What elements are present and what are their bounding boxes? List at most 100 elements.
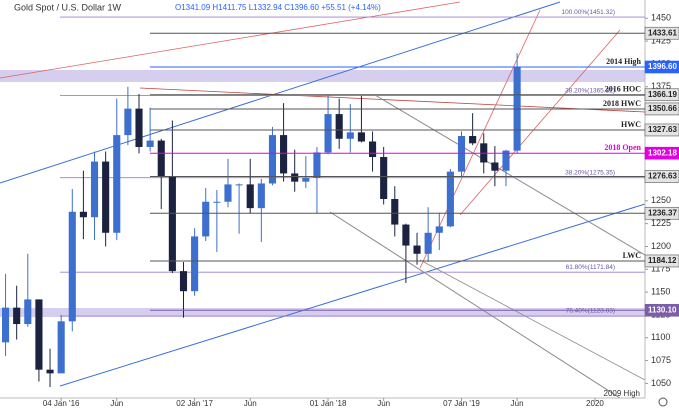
fib-label: 38.20%(1365.32) (565, 87, 615, 94)
candle-body (469, 136, 477, 144)
candle-body (202, 201, 210, 237)
candle-body (79, 211, 87, 218)
candle-body (368, 141, 377, 158)
fib-label: 100.00%(1451.32) (562, 9, 616, 16)
trendline (59, 203, 646, 387)
candle-body (346, 132, 354, 139)
candle-body (135, 108, 143, 147)
candle-body (280, 135, 288, 174)
x-tick-label: 2020 (586, 399, 604, 408)
level-note: 2018 Open (604, 143, 641, 152)
candle-body (313, 152, 321, 179)
candle-body (357, 132, 365, 142)
level-label: 1302.18 (648, 148, 677, 157)
candle-body (435, 226, 443, 233)
level-note: LWC (623, 251, 642, 260)
pitchfork (419, 259, 646, 381)
candle-body (380, 157, 388, 199)
level-label: 1130.10 (648, 305, 677, 314)
x-tick-label: 01 Jan '18 (310, 399, 347, 408)
level-label: 1396.60 (648, 62, 677, 71)
level-note: 2018 HWC (603, 99, 641, 108)
level-note: HWC (621, 120, 641, 129)
level-box (644, 123, 679, 137)
candle-body (13, 307, 21, 325)
pitchfork (374, 94, 646, 256)
ohlc-readout: O1341.09 H1411.75 L1332.94 C1396.60 +55.… (175, 3, 381, 12)
level-note: 2014 High (606, 57, 641, 66)
trendline (139, 87, 646, 113)
x-tick-label: Jun (377, 399, 390, 408)
candle-body (246, 184, 254, 209)
y-tick-label: 1100 (651, 332, 670, 342)
trendline (459, 29, 621, 216)
candle-body (457, 136, 466, 172)
candle-body (291, 173, 299, 182)
level-label: 1276.63 (648, 172, 677, 181)
candle-body (168, 176, 176, 272)
support-zone (0, 308, 645, 317)
level-note: 2016 HOC (605, 85, 641, 94)
y-tick-label: 1425 (651, 35, 671, 45)
level-box (644, 88, 679, 102)
x-tick-label: 02 Jan '17 (176, 399, 213, 408)
x-tick-label: Jun (110, 399, 123, 408)
pitchfork (329, 211, 621, 399)
fib-label: 38.20%(1275.35) (565, 169, 615, 176)
candle-body (502, 150, 510, 171)
x-tick-label: 07 Jan '19 (443, 399, 480, 408)
candle-body (191, 236, 199, 292)
candle-body (124, 108, 132, 136)
x-tick-label: 04 Jan '16 (43, 399, 80, 408)
level-label: 1366.19 (648, 90, 677, 99)
trendline (419, 9, 541, 269)
candle-body (446, 171, 454, 227)
level-box (644, 206, 679, 220)
candle-body (57, 321, 65, 374)
level-box (644, 170, 679, 183)
candle-body (302, 178, 310, 182)
candle-body (90, 161, 99, 218)
level-box (644, 146, 679, 160)
level-box (644, 102, 679, 116)
x-tick-label: Jun (244, 399, 257, 408)
candle-body (224, 184, 232, 202)
y-tick-label: 1150 (651, 286, 670, 296)
level-label: 1433.61 (648, 28, 677, 37)
fib-label: 61.80%(1171.84) (566, 264, 615, 271)
candle-body (102, 161, 110, 233)
candle-body (335, 114, 343, 139)
candle-body (257, 183, 265, 209)
y-tick-label: 1250 (651, 195, 671, 205)
candle-body (424, 232, 432, 254)
candle-body (35, 299, 43, 370)
y-tick-label: 1225 (651, 218, 671, 228)
annotation: 2009 High (604, 389, 640, 398)
level-label: 1350.66 (648, 104, 677, 113)
candle-body (324, 114, 332, 153)
candle-body (491, 162, 499, 171)
x-tick-label: Jun (511, 399, 524, 408)
candle-body (2, 307, 10, 343)
candle-body (46, 369, 54, 374)
candle-body (179, 271, 188, 292)
candle-body (413, 245, 421, 254)
trendline (0, 1, 461, 79)
level-box (644, 254, 679, 268)
resistance-zone (0, 70, 645, 82)
y-tick-label: 1075 (651, 355, 671, 365)
y-tick-label: 1175 (651, 264, 670, 274)
y-tick-label: 1050 (651, 378, 671, 388)
trendline (0, 1, 561, 184)
candle-body (113, 135, 121, 233)
candle-body (402, 224, 410, 246)
candle-body (235, 184, 243, 186)
y-tick-label: 1200 (651, 241, 671, 251)
settings-icon[interactable] (658, 397, 668, 407)
candle-body (68, 211, 76, 322)
candle-body (213, 201, 221, 203)
candle-body (268, 135, 277, 184)
candle-body (24, 299, 32, 325)
